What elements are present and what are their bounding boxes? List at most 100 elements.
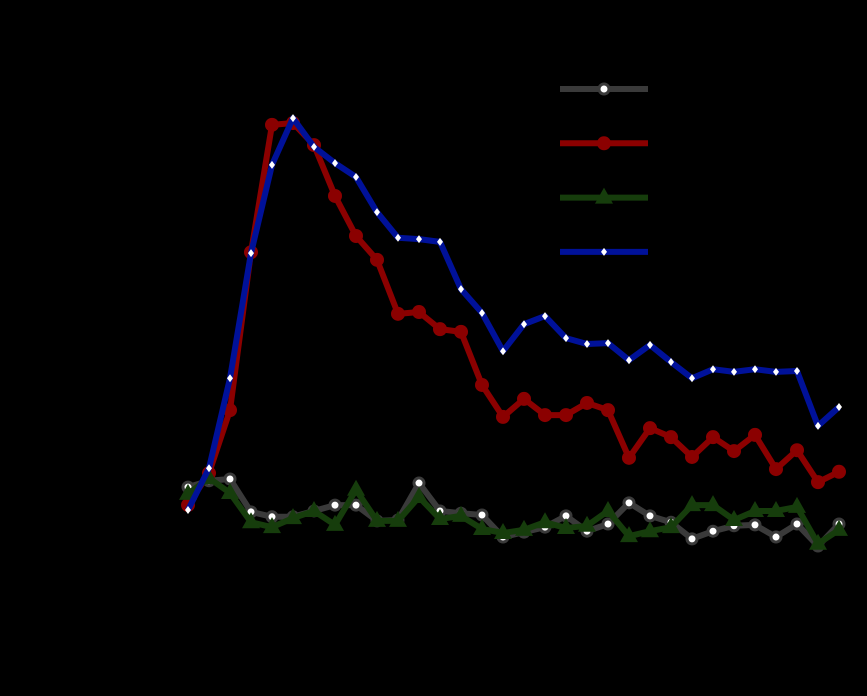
marker — [811, 475, 825, 490]
marker — [599, 500, 617, 517]
legend-marker — [595, 187, 613, 204]
legend-marker — [597, 82, 611, 96]
marker — [328, 498, 342, 512]
marker — [223, 472, 237, 486]
marker — [494, 523, 512, 539]
marker — [328, 188, 342, 203]
marker — [643, 421, 657, 436]
marker — [622, 450, 636, 465]
marker — [748, 518, 762, 532]
marker — [790, 443, 804, 458]
marker — [347, 479, 365, 496]
marker — [788, 496, 806, 513]
marker — [830, 519, 848, 536]
marker — [706, 524, 720, 538]
marker — [515, 519, 533, 536]
marker — [227, 374, 233, 383]
marker — [641, 521, 659, 538]
marker — [601, 517, 615, 531]
marker — [773, 367, 779, 376]
marker — [790, 517, 804, 531]
marker — [662, 517, 680, 534]
marker — [284, 508, 302, 525]
marker — [412, 476, 426, 490]
marker — [370, 252, 384, 267]
marker — [206, 464, 212, 473]
marker — [185, 506, 191, 515]
marker — [332, 159, 338, 168]
marker — [809, 533, 827, 550]
marker — [433, 322, 447, 337]
marker — [620, 526, 638, 543]
marker — [643, 509, 657, 523]
marker — [536, 512, 554, 529]
marker — [683, 495, 701, 512]
marker — [668, 358, 674, 366]
marker — [475, 377, 489, 392]
marker — [748, 427, 762, 442]
marker — [265, 117, 279, 132]
marker — [412, 305, 426, 320]
marker — [223, 403, 237, 418]
marker — [374, 208, 380, 217]
marker — [727, 444, 741, 459]
marker — [559, 408, 573, 423]
marker — [517, 391, 531, 406]
marker — [832, 464, 846, 479]
marker — [557, 518, 575, 535]
marker — [578, 515, 596, 532]
marker — [496, 409, 510, 424]
marker — [601, 403, 615, 418]
marker — [580, 395, 594, 410]
legend-marker — [601, 247, 607, 256]
marker — [731, 367, 737, 376]
legend-marker — [597, 136, 611, 151]
marker — [542, 312, 548, 321]
marker — [395, 233, 401, 242]
marker — [305, 500, 323, 517]
marker — [431, 509, 449, 526]
marker — [605, 339, 611, 348]
marker — [563, 334, 569, 343]
marker — [248, 249, 254, 258]
marker — [815, 421, 821, 430]
marker — [500, 347, 506, 356]
marker — [311, 142, 317, 151]
marker — [263, 517, 281, 534]
series-line — [185, 115, 842, 512]
marker — [454, 324, 468, 339]
marker — [685, 532, 699, 546]
marker — [626, 356, 632, 365]
marker — [584, 340, 590, 348]
marker — [725, 509, 743, 526]
marker — [622, 496, 636, 510]
marker — [242, 512, 260, 529]
marker — [349, 229, 363, 243]
marker — [521, 320, 527, 329]
marker — [836, 403, 842, 411]
marker — [458, 285, 464, 294]
marker — [349, 498, 363, 512]
marker — [769, 530, 783, 544]
marker — [689, 374, 695, 383]
marker — [479, 308, 485, 317]
marker — [704, 495, 722, 512]
marker — [769, 462, 783, 477]
marker — [290, 114, 296, 123]
marker — [368, 510, 386, 527]
marker — [437, 237, 443, 246]
marker — [391, 306, 405, 321]
marker — [664, 430, 678, 445]
marker — [410, 487, 428, 503]
marker — [647, 340, 653, 349]
marker — [746, 500, 764, 517]
marker — [221, 482, 239, 499]
marker — [353, 173, 359, 182]
marker — [767, 500, 785, 517]
marker — [794, 367, 800, 375]
marker — [706, 430, 720, 445]
marker — [416, 235, 422, 244]
